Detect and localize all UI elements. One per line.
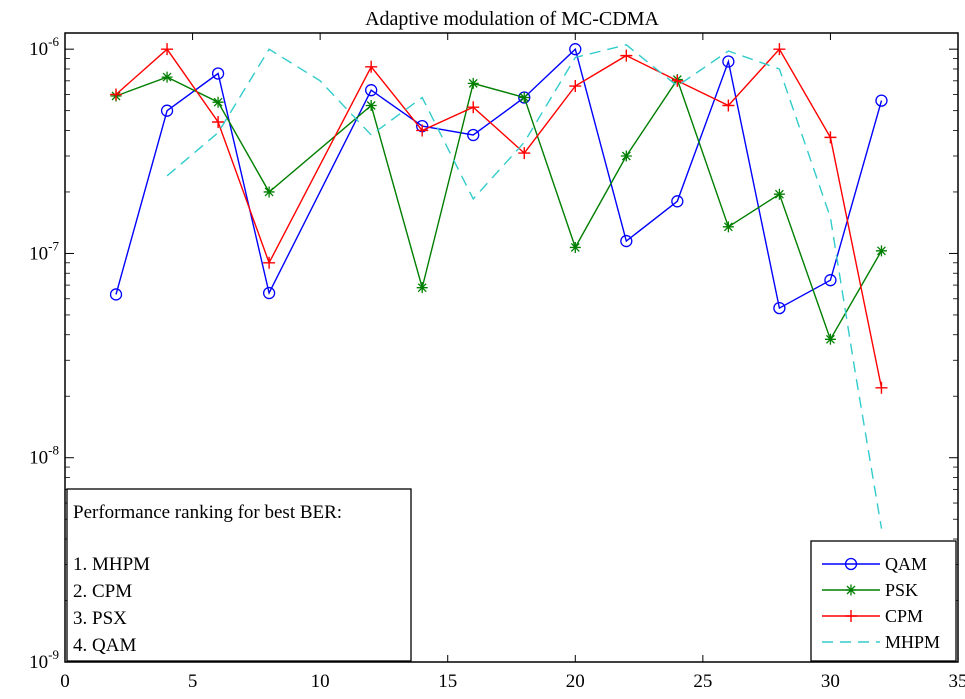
data-point-psk bbox=[416, 282, 428, 294]
data-point-cpm bbox=[620, 49, 633, 62]
data-point-cpm bbox=[263, 256, 276, 269]
x-tick-label: 20 bbox=[566, 671, 585, 692]
data-point-psk bbox=[161, 71, 173, 83]
data-point-qam bbox=[824, 274, 837, 287]
data-point-psk bbox=[365, 99, 377, 111]
legend-marker-cpm bbox=[845, 610, 857, 622]
data-point-psk bbox=[467, 77, 479, 89]
series-qam bbox=[109, 43, 888, 315]
ranking-item: 2. CPM bbox=[73, 581, 132, 602]
data-point-cpm bbox=[416, 124, 429, 137]
legend-frame bbox=[810, 540, 957, 662]
data-point-qam bbox=[773, 301, 786, 315]
legend-marker-psk bbox=[845, 584, 857, 596]
x-tick-label: 30 bbox=[821, 671, 840, 692]
data-point-psk bbox=[569, 241, 581, 253]
plot-series bbox=[109, 43, 888, 529]
legend-label-mhpm: MHPM bbox=[885, 632, 940, 652]
data-point-psk bbox=[824, 333, 836, 345]
x-axis: 0 5 10 15 20 25 30 35 bbox=[60, 33, 965, 692]
data-point-psk bbox=[263, 186, 275, 198]
ranking-annotation-frame bbox=[66, 488, 412, 662]
y-tick-label: 10-6 bbox=[29, 34, 59, 60]
data-point-qam bbox=[722, 55, 735, 68]
series-psk bbox=[110, 71, 887, 345]
data-point-psk bbox=[518, 92, 530, 104]
y-tick-label: 10-8 bbox=[29, 443, 59, 469]
legend: QAM PSK CPM MHPM bbox=[810, 540, 957, 662]
data-point-qam bbox=[160, 104, 174, 117]
data-point-cpm bbox=[875, 381, 888, 394]
data-point-psk bbox=[773, 188, 785, 200]
data-point-cpm bbox=[518, 147, 531, 160]
x-tick-label: 15 bbox=[438, 671, 457, 692]
x-tick-label: 35 bbox=[949, 671, 965, 692]
data-point-cpm bbox=[569, 80, 582, 93]
x-tick-label: 0 bbox=[60, 671, 70, 692]
data-point-qam bbox=[875, 94, 888, 107]
data-point-psk bbox=[875, 245, 887, 257]
legend-label-psk: PSK bbox=[885, 580, 918, 600]
y-tick-label: 10-9 bbox=[29, 647, 59, 673]
data-point-qam bbox=[365, 84, 378, 97]
data-point-cpm bbox=[110, 88, 123, 101]
series-line-mhpm bbox=[166, 44, 883, 529]
data-point-cpm bbox=[722, 99, 735, 112]
series-mhpm bbox=[166, 44, 883, 529]
data-point-cpm bbox=[467, 101, 480, 114]
series-cpm bbox=[110, 43, 888, 394]
y-tick-label: 10-7 bbox=[29, 238, 59, 264]
ranking-annotation: Performance ranking for best BER: 1. MHP… bbox=[66, 488, 412, 662]
y-axis: 10-9 10-8 10-7 10-6 bbox=[29, 34, 958, 673]
data-point-cpm bbox=[212, 116, 225, 129]
data-point-cpm bbox=[161, 43, 174, 56]
x-tick-label: 10 bbox=[311, 671, 330, 692]
series-line-cpm bbox=[115, 48, 883, 388]
chart-title: Adaptive modulation of MC-CDMA bbox=[365, 8, 659, 30]
legend-label-cpm: CPM bbox=[885, 606, 923, 626]
data-point-qam bbox=[569, 43, 582, 56]
ranking-item: 4. QAM bbox=[73, 635, 136, 656]
data-point-cpm bbox=[365, 60, 378, 73]
data-point-cpm bbox=[671, 74, 684, 87]
ranking-heading: Performance ranking for best BER: bbox=[73, 502, 342, 523]
data-point-qam bbox=[262, 286, 276, 300]
data-point-qam bbox=[620, 234, 633, 248]
data-point-psk bbox=[620, 150, 632, 162]
data-point-cpm bbox=[773, 43, 786, 56]
x-tick-label: 5 bbox=[188, 671, 198, 692]
data-point-qam bbox=[211, 67, 225, 80]
data-point-qam bbox=[671, 195, 684, 208]
data-point-qam bbox=[467, 128, 480, 142]
ranking-item: 1. MHPM bbox=[73, 554, 150, 575]
ranking-item: 3. PSX bbox=[73, 608, 127, 629]
data-point-cpm bbox=[824, 131, 837, 144]
data-point-psk bbox=[212, 96, 224, 108]
data-point-qam bbox=[109, 288, 123, 301]
plot-area bbox=[64, 32, 959, 663]
data-point-psk bbox=[722, 221, 734, 233]
series-line-qam bbox=[115, 47, 883, 310]
legend-label-qam: QAM bbox=[885, 554, 927, 574]
x-tick-label: 25 bbox=[693, 671, 712, 692]
legend-marker-qam bbox=[844, 557, 858, 571]
